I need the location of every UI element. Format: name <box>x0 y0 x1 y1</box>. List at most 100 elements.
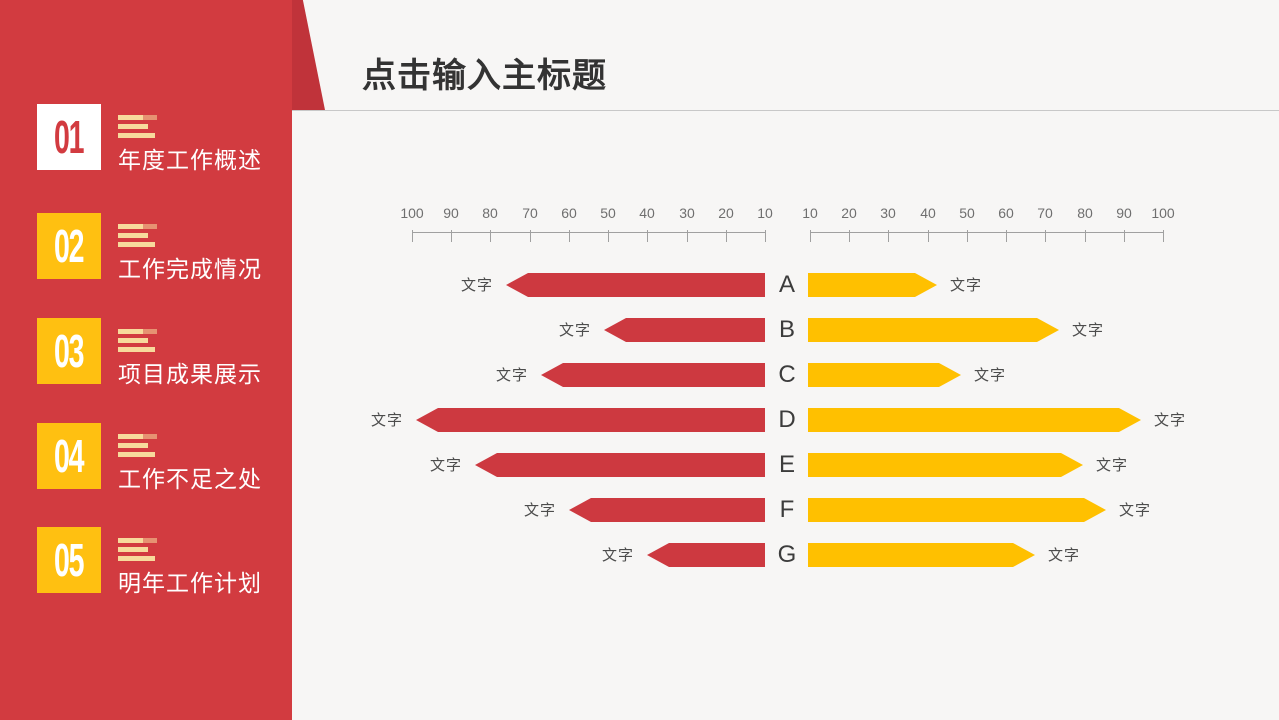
axis-right-tick <box>1006 230 1007 242</box>
axis-left-tick <box>412 230 413 242</box>
axis-left-tick-label: 30 <box>679 205 695 221</box>
axis-left-tick-label: 100 <box>400 205 424 221</box>
section-number: 05 <box>54 534 84 586</box>
bar-left-B[interactable] <box>604 318 765 342</box>
axis-left-tick <box>765 230 766 242</box>
bar-right-label-D: 文字 <box>1154 412 1187 429</box>
axis-left-tick-label: 10 <box>757 205 773 221</box>
axis-left-tick-label: 60 <box>561 205 577 221</box>
axis-right-tick-label: 30 <box>880 205 896 221</box>
axis-left-tick <box>726 230 727 242</box>
category-label-B: B <box>778 316 795 343</box>
axis-right-tick-label: 90 <box>1116 205 1132 221</box>
axis-right-tick-label: 60 <box>998 205 1014 221</box>
axis-right-tick-label: 80 <box>1077 205 1093 221</box>
section-number: 03 <box>54 325 84 377</box>
axis-left-tick-label: 50 <box>600 205 616 221</box>
bar-right-D[interactable] <box>808 408 1141 432</box>
axis-left-tick <box>608 230 609 242</box>
bar-right-label-C: 文字 <box>974 367 1007 384</box>
sidebar-item-label: 明年工作计划 <box>118 570 262 596</box>
axis-right-tick <box>849 230 850 242</box>
axis-left-tick <box>530 230 531 242</box>
sidebar-item-05[interactable]: 05 明年工作计划 <box>37 527 287 596</box>
bar-left-label-G: 文字 <box>601 547 634 564</box>
axis-left-tick <box>687 230 688 242</box>
bar-left-A[interactable] <box>506 273 765 297</box>
bar-left-label-D: 文字 <box>370 412 403 429</box>
bar-left-G[interactable] <box>647 543 765 567</box>
bar-left-label-F: 文字 <box>523 502 556 519</box>
main-content: 点击输入主标题 100 90 80 70 60 50 40 30 20 10 10 20 30 40 50 6… <box>292 0 1279 720</box>
axis-right-tick <box>928 230 929 242</box>
category-label-F: F <box>779 496 795 523</box>
section-number-badge: 03 <box>37 318 101 384</box>
bar-right-E[interactable] <box>808 453 1083 477</box>
section-number-badge: 05 <box>37 527 101 593</box>
bar-right-label-G: 文字 <box>1048 547 1081 564</box>
bar-right-label-A: 文字 <box>950 277 983 294</box>
axis-left-tick-label: 40 <box>639 205 655 221</box>
section-number: 04 <box>54 430 84 482</box>
bar-left-label-E: 文字 <box>429 457 462 474</box>
axis-left-tick-label: 20 <box>718 205 734 221</box>
bar-left-E[interactable] <box>475 453 765 477</box>
bar-right-A[interactable] <box>808 273 937 297</box>
sidebar-item-label: 工作完成情况 <box>118 256 262 282</box>
section-number-badge: 04 <box>37 423 101 489</box>
section-number: 02 <box>54 220 84 272</box>
axis-right-tick <box>967 230 968 242</box>
axis-right-tick-label: 10 <box>802 205 818 221</box>
text-lines-icon <box>118 224 158 247</box>
sidebar-item-label: 年度工作概述 <box>118 147 262 173</box>
page-title[interactable]: 点击输入主标题 <box>362 57 607 95</box>
tornado-chart[interactable]: 100 90 80 70 60 50 40 30 20 10 10 20 30 40 50 60 70 80 90 1… <box>292 120 1279 590</box>
bar-right-C[interactable] <box>808 363 961 387</box>
axis-left-tick <box>490 230 491 242</box>
text-lines-icon <box>118 538 158 561</box>
bar-right-label-F: 文字 <box>1119 502 1152 519</box>
axis-right: 10 20 30 40 50 60 70 80 90 100 <box>802 202 1175 246</box>
bar-right-label-E: 文字 <box>1096 457 1129 474</box>
text-lines-icon <box>118 329 158 352</box>
axis-left: 100 90 80 70 60 50 40 30 20 10 <box>400 202 773 246</box>
category-label-A: A <box>778 271 795 298</box>
bar-left-F[interactable] <box>569 498 765 522</box>
axis-right-tick <box>810 230 811 242</box>
sidebar-item-label: 工作不足之处 <box>118 466 262 492</box>
axis-right-tick <box>1085 230 1086 242</box>
text-lines-icon <box>118 115 158 138</box>
title-divider <box>292 110 1279 111</box>
axis-right-tick-label: 70 <box>1037 205 1053 221</box>
sidebar-item-01[interactable]: 01 年度工作概述 <box>37 104 287 173</box>
axis-left-tick-label: 90 <box>443 205 459 221</box>
sidebar-item-02[interactable]: 02 工作完成情况 <box>37 213 287 282</box>
axis-right-tick-label: 20 <box>841 205 857 221</box>
bar-right-label-B: 文字 <box>1072 322 1105 339</box>
category-label-D: D <box>778 406 796 433</box>
axis-right-tick-label: 40 <box>920 205 936 221</box>
bar-left-label-B: 文字 <box>558 322 591 339</box>
sidebar-item-label: 项目成果展示 <box>118 361 262 387</box>
axis-left-tick-label: 70 <box>522 205 538 221</box>
bar-right-G[interactable] <box>808 543 1035 567</box>
bar-left-C[interactable] <box>541 363 765 387</box>
bar-right-B[interactable] <box>808 318 1059 342</box>
category-label-C: C <box>778 361 796 388</box>
sidebar: 01 年度工作概述 02 工作完成情况 03 项目成果展示 04 工作不足之处 05 明年工作计划 <box>0 0 292 720</box>
axis-right-tick <box>888 230 889 242</box>
axis-right-tick-label: 100 <box>1151 205 1175 221</box>
category-label-E: E <box>778 451 795 478</box>
sidebar-item-04[interactable]: 04 工作不足之处 <box>37 423 287 492</box>
category-label-G: G <box>777 541 797 568</box>
axis-right-tick <box>1163 230 1164 242</box>
axis-left-tick <box>451 230 452 242</box>
section-number: 01 <box>54 111 84 163</box>
bar-right-F[interactable] <box>808 498 1106 522</box>
bar-left-D[interactable] <box>416 408 765 432</box>
axis-right-line <box>810 232 1164 233</box>
bar-left-label-A: 文字 <box>460 277 493 294</box>
sidebar-item-03[interactable]: 03 项目成果展示 <box>37 318 287 387</box>
axis-right-tick <box>1124 230 1125 242</box>
